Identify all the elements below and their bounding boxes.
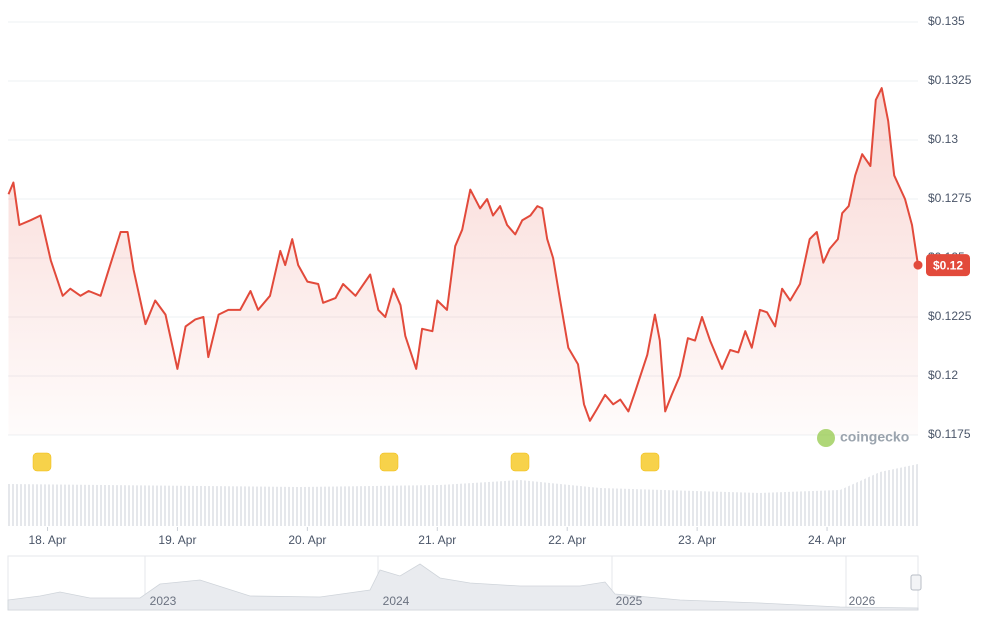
navigator-label: 2025 xyxy=(616,594,643,608)
y-tick-label: $0.1275 xyxy=(928,191,972,205)
y-tick-label: $0.12 xyxy=(928,368,958,382)
x-tick-label: 20. Apr xyxy=(288,533,326,547)
watermark-text: coingecko xyxy=(840,429,909,445)
navigator-label: 2024 xyxy=(383,594,410,608)
y-tick-label: $0.1225 xyxy=(928,309,972,323)
event-marker[interactable] xyxy=(379,452,399,472)
y-tick-label: $0.13 xyxy=(928,132,958,146)
last-price-dot xyxy=(913,260,923,270)
event-marker[interactable] xyxy=(510,452,530,472)
y-tick-label: $0.1325 xyxy=(928,73,972,87)
watermark: coingecko xyxy=(817,429,909,447)
event-marker[interactable] xyxy=(32,452,52,472)
area xyxy=(8,88,918,435)
x-tick-label: 22. Apr xyxy=(548,533,586,547)
grid: $0.1175$0.12$0.1225$0.125$0.1275$0.13$0.… xyxy=(8,14,972,547)
x-tick-label: 21. Apr xyxy=(418,533,456,547)
x-tick-label: 18. Apr xyxy=(29,533,67,547)
navigator-label: 2023 xyxy=(150,594,177,608)
price-line xyxy=(7,87,919,422)
x-tick-label: 24. Apr xyxy=(808,533,846,547)
y-tick-label: $0.1175 xyxy=(928,427,971,441)
event-marker[interactable] xyxy=(640,452,660,472)
price-tag-label: $0.12 xyxy=(933,258,963,272)
y-tick-label: $0.135 xyxy=(928,14,965,28)
x-tick-label: 19. Apr xyxy=(158,533,196,547)
volume-band xyxy=(8,464,918,526)
navigator: 2023 2024 2025 2026 xyxy=(7,555,922,611)
x-tick-label: 23. Apr xyxy=(678,533,716,547)
navigator-label: 2026 xyxy=(849,594,876,608)
plot: $0.12 xyxy=(7,87,970,435)
price-tag xyxy=(926,254,970,277)
event-markers xyxy=(32,452,660,472)
